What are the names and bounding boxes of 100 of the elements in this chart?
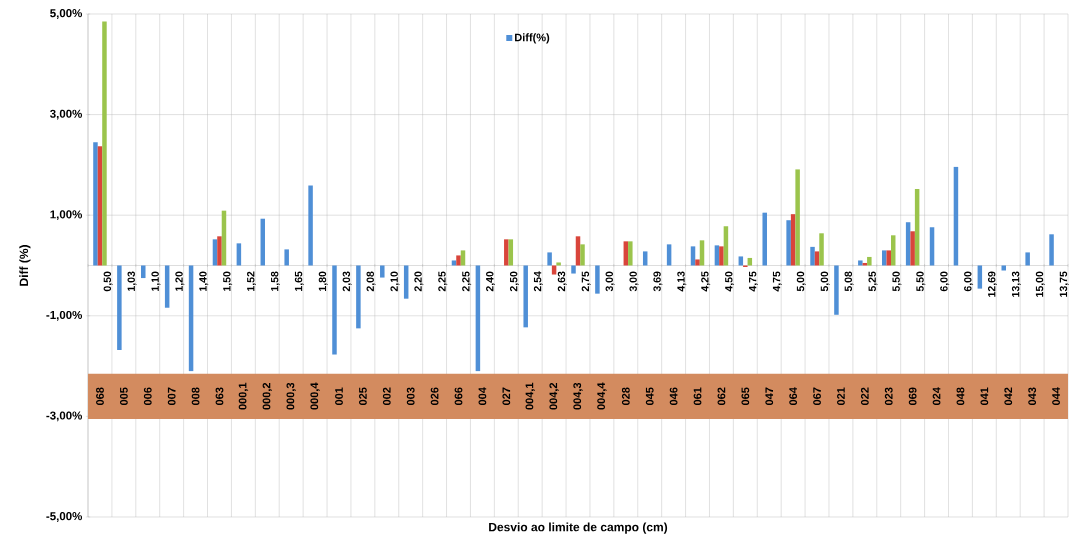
annotation: 043 [1028, 387, 1037, 405]
bar [93, 142, 98, 266]
bar [504, 239, 509, 266]
annotation: 045 [645, 387, 654, 405]
bar [556, 262, 561, 266]
annotation: 008 [191, 387, 200, 405]
x-tick-label: 5,50 [892, 271, 902, 292]
annotation: 025 [359, 387, 367, 405]
bar [217, 236, 222, 266]
bar [141, 265, 146, 279]
x-tick-label: 2,03 [342, 271, 352, 292]
bar [117, 265, 122, 350]
bar [523, 265, 528, 328]
x-tick-label: 2,54 [533, 271, 543, 292]
x-tick-label: 1,10 [151, 271, 161, 291]
x-axis-title: Desvio ao limite de campo (cm) [489, 522, 668, 534]
x-tick-label: 2,75 [581, 271, 591, 292]
annotation: 064 [789, 387, 798, 405]
x-tick-label: 2,25 [438, 271, 448, 292]
x-tick-label: 5,50 [916, 271, 926, 292]
x-tick-label: 1,20 [175, 271, 185, 291]
x-tick-label: 12,69 [988, 271, 997, 297]
annotation: 066 [454, 387, 463, 405]
x-tick-label: 6,00 [964, 271, 974, 292]
annotation: 028 [621, 387, 630, 405]
x-tick-label: 13,13 [1011, 271, 1021, 297]
annotation: 007 [167, 387, 176, 405]
annotation: 063 [215, 387, 224, 405]
bar [719, 246, 724, 266]
bar [762, 212, 767, 266]
bar [308, 185, 313, 266]
x-tick-label: 4,50 [725, 271, 735, 292]
annotation: 023 [884, 387, 893, 405]
x-tick-label: 1,40 [199, 271, 209, 291]
x-tick-label: 5,00 [820, 271, 830, 292]
x-tick-label: 2,63 [557, 271, 567, 292]
y-axis-title: Diff (%) [19, 245, 31, 286]
annotation: 069 [908, 387, 917, 405]
bar [595, 265, 600, 294]
annotation: 044 [1052, 387, 1060, 405]
annotation: 026 [430, 387, 439, 405]
annotation: 065 [741, 387, 750, 405]
annotation: 068 [96, 387, 104, 405]
annotation: 022 [860, 387, 869, 405]
x-tick-label: 0,50 [103, 271, 113, 292]
bar [795, 169, 800, 266]
x-tick-label: 4,25 [701, 271, 711, 292]
x-tick-label: 5,00 [796, 271, 806, 292]
annotation: 000,1 [238, 382, 249, 410]
bar [628, 241, 633, 266]
x-tick-label: 4,75 [772, 271, 782, 292]
bar [551, 265, 557, 275]
x-tick-label: 5,25 [868, 271, 878, 292]
bar [786, 220, 791, 266]
bar [164, 265, 170, 308]
bar [332, 265, 337, 355]
bar [547, 252, 552, 266]
annotation: 042 [1004, 387, 1013, 405]
x-tick-label: 2,40 [486, 271, 496, 292]
y-tick-label: 5,00% [50, 9, 83, 19]
bar [1001, 265, 1006, 271]
annotation: 047 [765, 387, 774, 405]
annotation: 041 [980, 387, 989, 405]
annotation: 004,2 [549, 382, 559, 410]
bar [571, 265, 576, 274]
x-tick-label: 2,08 [366, 271, 376, 292]
x-tick-label: 4,13 [677, 271, 687, 292]
x-tick-label: 1,65 [294, 271, 304, 291]
x-tick-label: 4,75 [749, 271, 758, 292]
annotation: 062 [717, 387, 726, 405]
annotation: 004 [478, 387, 487, 405]
y-tick-label: -5,00% [46, 512, 83, 522]
x-tick-label: 15,00 [1035, 271, 1045, 297]
bar [380, 265, 385, 278]
annotation: 021 [837, 387, 845, 405]
y-tick-label: -3,00% [46, 411, 83, 422]
y-tick-label: -1,00% [46, 310, 83, 321]
x-tick-label: 2,10 [390, 271, 400, 292]
bar [456, 255, 461, 266]
x-tick-label: 3,00 [605, 271, 615, 292]
bar [356, 265, 361, 329]
bar [102, 21, 107, 266]
x-tick-label: 1,50 [223, 271, 233, 291]
bar [867, 256, 872, 266]
annotation: 048 [956, 387, 965, 405]
bar [580, 244, 585, 266]
annotation: 061 [693, 387, 702, 405]
x-tick-label: 2,20 [414, 271, 424, 292]
x-tick-label: 6,00 [940, 271, 950, 292]
annotation: 046 [669, 387, 678, 405]
bar [284, 249, 289, 266]
bar [834, 265, 839, 315]
x-tick-label: 1,03 [127, 271, 137, 291]
x-tick-label: 1,58 [270, 271, 280, 291]
annotation: 006 [143, 387, 152, 405]
x-tick-label: 5,08 [844, 271, 854, 292]
bar [695, 259, 700, 266]
y-tick-label: 1,00% [50, 210, 83, 221]
x-tick-label: 2,50 [509, 271, 519, 292]
annotation: 000,3 [286, 382, 296, 410]
